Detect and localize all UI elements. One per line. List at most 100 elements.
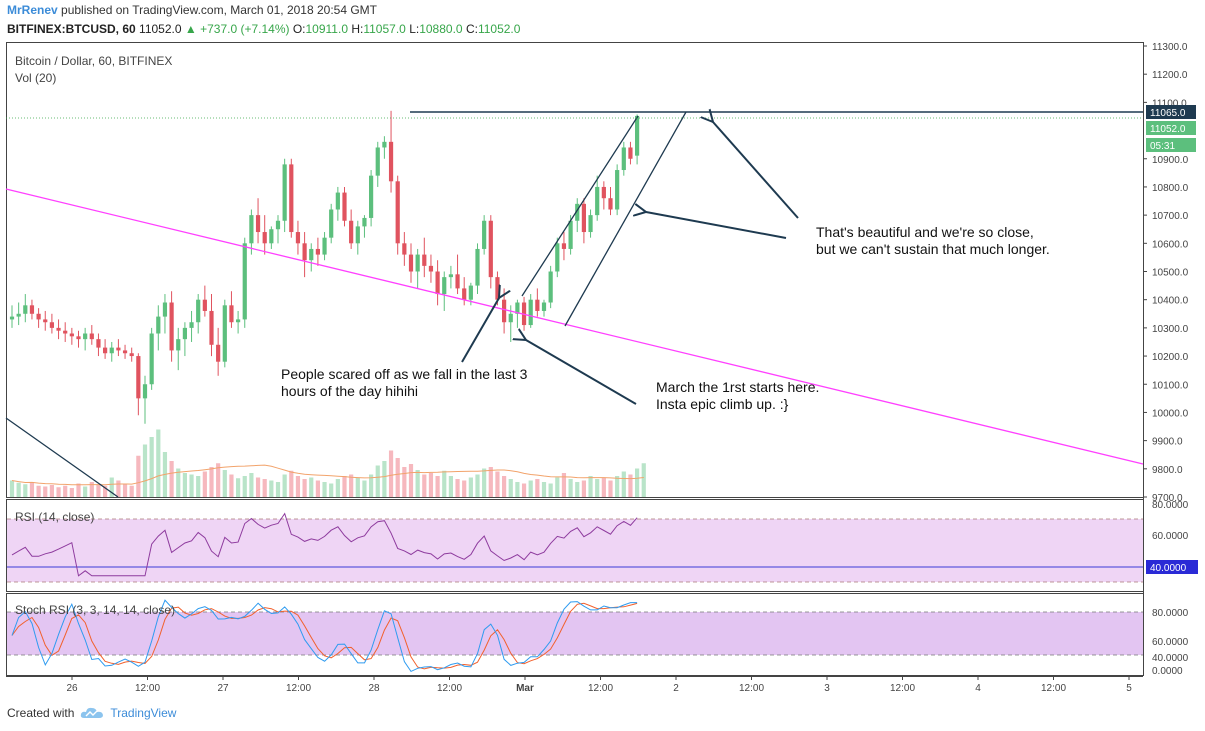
open-value: 10911.0	[305, 22, 349, 36]
volume-bar-47	[322, 482, 327, 497]
candle-48	[329, 203, 334, 244]
price-pane-frame	[6, 42, 1144, 498]
tradingview-link[interactable]: TradingView	[110, 706, 177, 720]
volume-bar-91	[615, 476, 620, 497]
created-with-text: Created with	[7, 706, 75, 720]
stoch-tick-40: 40.0000	[1152, 653, 1189, 664]
candle-body	[415, 254, 420, 272]
candle-body	[16, 313, 21, 317]
candle-57	[388, 110, 394, 193]
volume-bar-17	[122, 484, 128, 497]
time-tick-11: 12:00	[890, 683, 915, 694]
candle-body	[309, 248, 314, 261]
candle-64	[435, 260, 440, 306]
candle-body	[49, 322, 54, 328]
publish-info: published on TradingView.com, March 01, …	[61, 3, 377, 17]
volume-bar-78	[528, 480, 533, 497]
volume-bar-28	[196, 476, 201, 497]
price-tick-8: 10400.0	[1152, 296, 1189, 307]
candle-29	[202, 285, 207, 317]
time-tick-1: 12:00	[135, 683, 160, 694]
candle-body	[202, 299, 207, 311]
candle-body	[149, 333, 154, 385]
candle-body	[236, 319, 241, 323]
volume-bar-57	[388, 450, 394, 497]
candle-body	[495, 277, 500, 300]
time-tick-7: 12:00	[588, 683, 613, 694]
price-tick-10: 10200.0	[1152, 352, 1189, 363]
candle-body	[255, 215, 261, 233]
candle-body	[83, 333, 88, 340]
candle-56	[382, 136, 387, 159]
volume-bar-58	[395, 458, 400, 497]
candle-27	[189, 310, 194, 342]
publish-header: MrRenev published on TradingView.com, Ma…	[7, 3, 377, 17]
candle-31	[216, 327, 221, 376]
volume-bar-11	[83, 486, 88, 497]
volume-bar-87	[588, 476, 593, 497]
time-tick-5: 12:00	[437, 683, 462, 694]
candle-3	[29, 299, 35, 320]
candle-45	[309, 243, 314, 272]
candle-36	[249, 209, 254, 255]
channel-lower-line[interactable]	[564, 111, 687, 327]
candle-60	[408, 243, 414, 283]
volume-bar-85	[575, 482, 580, 497]
candle-87	[588, 209, 593, 238]
candle-8	[63, 322, 68, 342]
candle-59	[402, 232, 407, 266]
volume-bar-39	[269, 480, 274, 497]
candle-body	[621, 147, 626, 171]
volume-bar-53	[362, 480, 367, 497]
volume-bar-5	[43, 486, 48, 497]
volume-bar-2	[23, 484, 28, 497]
candle-body	[548, 271, 553, 303]
candle-body	[295, 232, 301, 244]
author-name[interactable]: MrRenev	[7, 3, 58, 17]
resistance-price-tag	[1146, 105, 1196, 119]
candle-body	[382, 141, 387, 148]
candle-65	[442, 271, 447, 311]
candle-23	[162, 294, 168, 334]
candle-body	[342, 192, 347, 221]
candle-body	[435, 271, 440, 295]
channel-upper-line[interactable]	[521, 115, 639, 297]
price-tick-2: 11100.0	[1152, 98, 1187, 109]
descending-trendline[interactable]	[5, 188, 1144, 465]
volume-bar-92	[621, 471, 626, 497]
candle-44	[302, 232, 307, 278]
candle-61	[415, 248, 420, 289]
price-tick-14: 9800.0	[1152, 465, 1183, 476]
volume-bar-0	[9, 480, 15, 497]
volume-bar-37	[255, 477, 261, 497]
volume-bar-55	[375, 465, 380, 497]
candle-body	[462, 288, 467, 300]
candle-70	[475, 243, 480, 295]
volume-bar-1	[16, 482, 21, 497]
low-label: L:	[409, 22, 420, 36]
candle-19	[136, 353, 141, 416]
volume-bar-81	[548, 483, 553, 497]
volume-bar-84	[568, 479, 573, 497]
candle-body	[448, 274, 453, 278]
stoch-title: Stoch RSI (3, 3, 14, 14, close)	[15, 603, 175, 617]
volume-bar-90	[608, 480, 613, 497]
volume-bar-34	[236, 478, 241, 497]
rsi-band	[7, 519, 1143, 582]
rsi-tick-60: 60.0000	[1152, 531, 1189, 542]
candle-body	[601, 186, 606, 199]
candle-79	[535, 288, 540, 317]
candle-52	[355, 220, 360, 255]
volume-bar-94	[635, 468, 640, 497]
price-axis-ticks: 11300.0 11200.0 11100.0 10900.0 10800.0 10700…	[1143, 42, 1189, 504]
volume-bar-73	[495, 471, 500, 497]
candle-6	[49, 313, 54, 334]
candle-38	[262, 215, 267, 255]
volume-bar-32	[222, 470, 227, 497]
volume-bar-72	[488, 467, 493, 497]
price-tick-11: 10100.0	[1152, 380, 1189, 391]
dark-trendline[interactable]	[5, 417, 119, 498]
volume-bar-56	[382, 461, 387, 497]
candle-93	[628, 141, 633, 165]
